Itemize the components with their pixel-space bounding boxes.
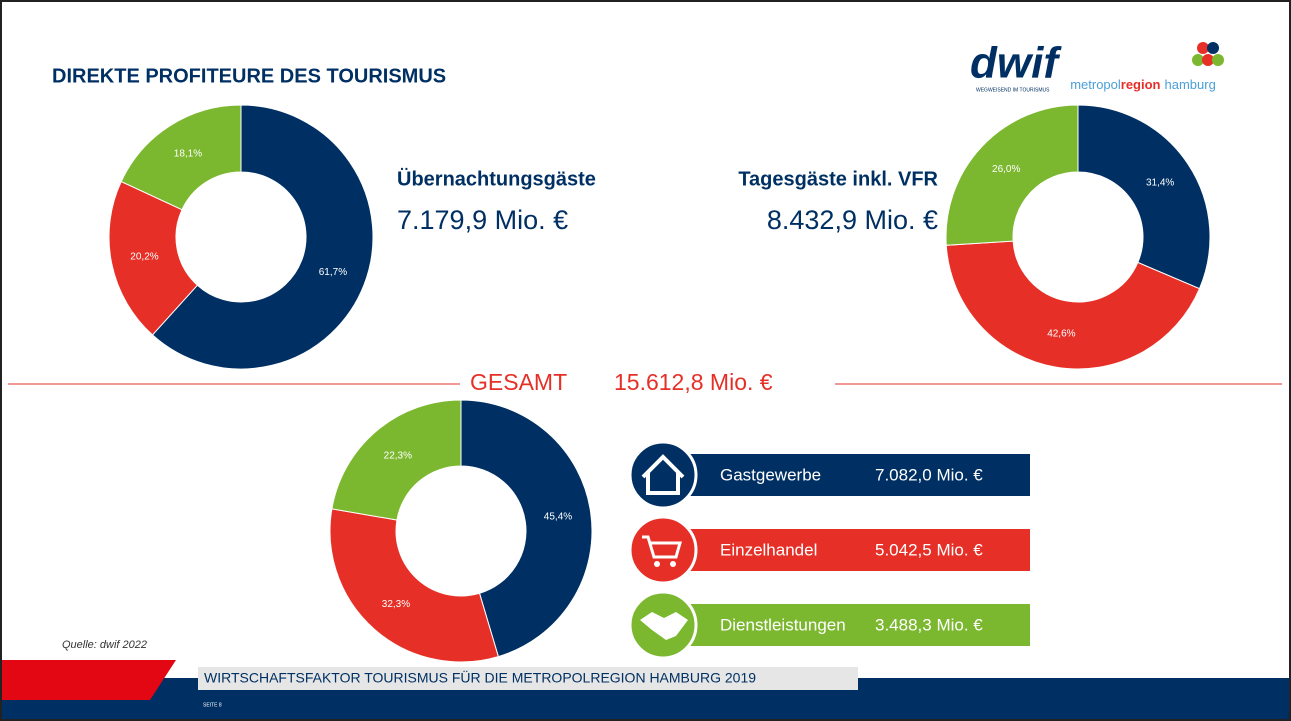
data-label: 45,4% — [544, 512, 572, 523]
legend-amount: 3.488,3 Mio. € — [875, 615, 983, 634]
chart-subtitle: 15.612,8 Mio. € — [614, 369, 773, 395]
legend-box — [680, 529, 1030, 571]
logo-dwif: dwif — [970, 39, 1062, 88]
house-icon — [641, 454, 685, 495]
partner-part: metropol — [1070, 77, 1121, 92]
chart-title: Tagesgäste inkl. VFR — [738, 168, 938, 190]
data-label: 31,4% — [1146, 177, 1174, 188]
donut-slice — [945, 240, 1201, 370]
partner-part: hamburg — [1165, 77, 1216, 92]
data-label: 18,1% — [174, 149, 202, 160]
data-label: 26,0% — [992, 164, 1020, 175]
donut-slice — [331, 399, 462, 521]
chart-subtitle: 8.432,9 Mio. € — [767, 205, 938, 235]
legend-icon — [628, 515, 698, 585]
footer-swoosh — [2, 660, 176, 700]
legend-icon — [628, 440, 698, 510]
donut-slice — [945, 104, 1079, 246]
donut-slice — [108, 180, 199, 336]
legend-amount: 7.082,0 Mio. € — [875, 465, 983, 484]
data-label: 61,7% — [319, 267, 347, 278]
cart-wheel — [670, 561, 676, 567]
slide-title: DIREKTE PROFITEURE DES TOURISMUS — [52, 65, 446, 87]
data-label: 20,2% — [130, 251, 158, 262]
donut-slice — [1077, 104, 1211, 290]
data-label: 22,3% — [384, 451, 412, 462]
handshake-icon — [640, 612, 688, 640]
donut-slice — [329, 508, 499, 663]
legend-box — [680, 604, 1030, 646]
data-label: 42,6% — [1047, 329, 1075, 340]
partner-logo: metropolregion hamburg — [1070, 77, 1216, 92]
chart-title: Übernachtungsgäste — [397, 167, 596, 190]
page-number: SEITE 8 — [203, 702, 222, 708]
chart-title: GESAMT — [470, 369, 567, 395]
donut-slice — [151, 104, 374, 370]
legend-label: Einzelhandel — [720, 540, 817, 559]
partner-icon — [1192, 42, 1224, 66]
legend-label: Gastgewerbe — [720, 465, 821, 484]
donut-slice — [460, 399, 593, 658]
partner-part: region — [1121, 77, 1161, 92]
cart-icon — [642, 535, 682, 559]
legend: Gastgewerbe 7.082,0 Mio. € Einzelhandel … — [628, 440, 1030, 660]
data-label: 32,3% — [382, 599, 410, 610]
chart-subtitle: 7.179,9 Mio. € — [397, 205, 568, 235]
footer-banner — [198, 667, 858, 690]
legend-amount: 5.042,5 Mio. € — [875, 540, 983, 559]
cart-wheel — [654, 561, 660, 567]
source: Quelle: dwif 2022 — [62, 639, 147, 651]
donut-slice — [120, 104, 242, 211]
legend-label: Dienstleistungen — [720, 615, 846, 634]
logo-tagline: WEGWEISEND IM TOURISMUS — [976, 87, 1050, 93]
footer-banner-text: WIRTSCHAFTSFAKTOR TOURISMUS FÜR DIE METR… — [204, 669, 756, 686]
legend-box — [680, 454, 1030, 496]
